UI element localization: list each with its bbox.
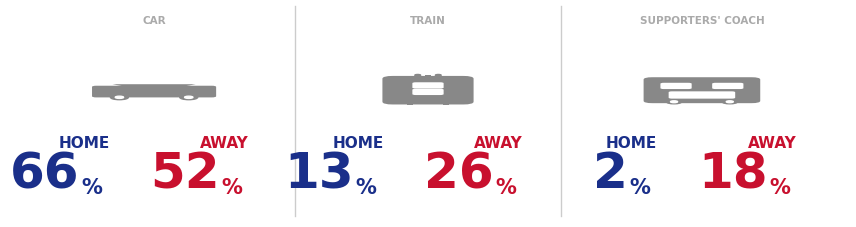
- Circle shape: [436, 75, 441, 77]
- Circle shape: [110, 96, 128, 100]
- Text: %: %: [355, 178, 376, 197]
- Text: HOME: HOME: [606, 136, 657, 151]
- Circle shape: [180, 96, 198, 100]
- Text: AWAY: AWAY: [474, 136, 522, 151]
- Circle shape: [670, 101, 678, 103]
- FancyBboxPatch shape: [413, 89, 443, 96]
- FancyBboxPatch shape: [661, 84, 692, 90]
- Text: HOME: HOME: [58, 136, 110, 151]
- Text: %: %: [770, 178, 790, 197]
- Text: AWAY: AWAY: [748, 136, 796, 151]
- Circle shape: [415, 75, 420, 77]
- Text: 13: 13: [284, 150, 354, 197]
- FancyBboxPatch shape: [92, 86, 216, 98]
- Text: 66: 66: [10, 150, 80, 197]
- Bar: [425, 76, 431, 79]
- Text: 26: 26: [425, 150, 494, 197]
- Circle shape: [116, 97, 123, 99]
- Text: 18: 18: [698, 150, 768, 197]
- Bar: [407, 102, 413, 106]
- Text: %: %: [629, 178, 650, 197]
- Text: 52: 52: [151, 150, 220, 197]
- Text: %: %: [222, 178, 242, 197]
- Text: %: %: [496, 178, 516, 197]
- Text: CAR: CAR: [142, 16, 166, 26]
- Bar: [443, 102, 449, 106]
- Circle shape: [722, 100, 738, 104]
- Text: TRAIN: TRAIN: [410, 16, 446, 26]
- Circle shape: [666, 100, 681, 104]
- Text: AWAY: AWAY: [200, 136, 248, 151]
- Text: 2: 2: [592, 150, 627, 197]
- FancyBboxPatch shape: [383, 76, 473, 105]
- Circle shape: [185, 97, 193, 99]
- FancyBboxPatch shape: [413, 83, 443, 89]
- Circle shape: [726, 101, 734, 103]
- Text: %: %: [81, 178, 102, 197]
- FancyBboxPatch shape: [669, 92, 735, 99]
- Text: SUPPORTERS' COACH: SUPPORTERS' COACH: [639, 16, 764, 26]
- FancyBboxPatch shape: [644, 78, 760, 104]
- FancyBboxPatch shape: [712, 84, 743, 90]
- Polygon shape: [112, 85, 196, 88]
- Text: HOME: HOME: [332, 136, 383, 151]
